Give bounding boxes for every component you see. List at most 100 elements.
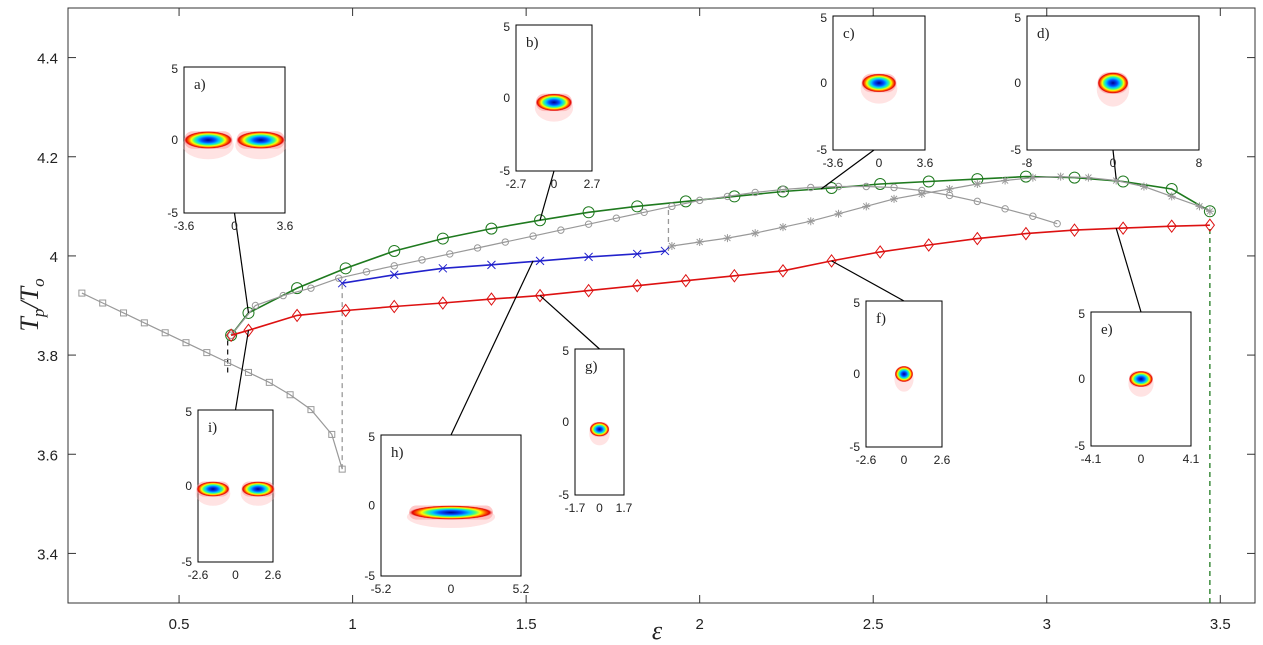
inset-x-tick: 4.1 (1183, 452, 1200, 466)
data-point (338, 465, 346, 473)
inset-h: h) 5 0 -5-5.2 0 5.2 (364, 430, 529, 596)
data-point (778, 223, 787, 232)
inset-y-tick: -5 (849, 440, 860, 454)
data-point (923, 238, 934, 252)
inset-y-tick: -5 (364, 569, 375, 583)
data-point (660, 246, 670, 256)
data-point (1084, 173, 1093, 182)
data-point (1001, 205, 1009, 213)
inset-y-tick: 0 (503, 91, 510, 105)
data-point (1028, 173, 1037, 182)
data-point (612, 214, 621, 222)
inset-x-tick: 1.7 (616, 501, 633, 515)
data-point (917, 189, 926, 198)
data-point (389, 270, 399, 280)
density-blob (535, 93, 573, 112)
inset-label: f) (876, 311, 886, 327)
inset-connector-h (450, 260, 534, 436)
data-point (584, 220, 593, 228)
x-tick-label: 0.5 (169, 616, 190, 633)
data-point (751, 188, 759, 197)
data-point (972, 231, 983, 246)
y-axis-label: Tp/To (15, 278, 48, 331)
x-tick-label: 2 (696, 616, 704, 633)
data-point (307, 406, 315, 414)
data-point (362, 268, 371, 276)
inset-y-tick: 5 (185, 405, 192, 419)
inset-y-tick: -5 (1074, 439, 1085, 453)
data-point (291, 308, 303, 323)
data-point (1166, 219, 1177, 234)
density-blob (1129, 370, 1153, 388)
data-point (723, 234, 732, 243)
data-point (695, 238, 704, 247)
inset-connector-c (820, 149, 875, 190)
data-point (1117, 221, 1129, 235)
data-point (1020, 226, 1032, 241)
inset-x-tick: 0 (551, 177, 558, 191)
density-blob (589, 422, 610, 437)
y-tick-label: 4.4 (37, 51, 58, 68)
inset-x-tick: -2.6 (188, 568, 209, 582)
inset-connector-b (539, 170, 555, 221)
inset-x-tick: 2.6 (265, 568, 282, 582)
data-point (436, 232, 449, 245)
y-label-t: T (15, 316, 44, 332)
data-point (729, 268, 740, 283)
series-5 (78, 289, 346, 473)
data-point (631, 200, 644, 213)
data-point (583, 283, 594, 298)
data-point (340, 303, 351, 318)
data-point (779, 185, 787, 194)
data-point (680, 273, 691, 288)
data-point (534, 288, 546, 303)
inset-d: d) 5 0 -5-8 0 8 (1010, 11, 1202, 170)
inset-label: d) (1037, 26, 1050, 42)
inset-y-tick: 5 (820, 11, 827, 25)
data-point (339, 262, 352, 275)
inset-y-tick: 5 (503, 20, 510, 34)
data-point (582, 206, 595, 219)
inset-f: f) 5 0 -5-2.6 0 2.6 (849, 296, 950, 467)
data-point (203, 349, 211, 357)
x-tick-label: 1.5 (516, 616, 537, 633)
inset-x-tick: 0 (231, 219, 238, 233)
data-point (307, 284, 315, 292)
data-point (446, 250, 454, 258)
inset-x-tick: -5.2 (371, 582, 392, 596)
data-point (890, 183, 898, 192)
data-point (487, 260, 496, 270)
inset-b: b) 5 0 -5-2.7 0 2.7 (499, 20, 600, 191)
data-point (695, 196, 704, 205)
x-tick-label: 1 (348, 616, 356, 633)
density-blob (894, 365, 914, 383)
data-point (390, 262, 398, 270)
data-point (437, 296, 448, 310)
data-point (1112, 176, 1121, 185)
x-tick-label: 2.5 (863, 616, 884, 633)
series-layer (78, 170, 1216, 473)
data-point (973, 180, 982, 189)
y-tick-label: 3.6 (37, 447, 58, 464)
inset-g: g) 5 0 -5-1.7 0 1.7 (558, 344, 632, 515)
inset-connector-a (233, 212, 250, 314)
data-point (1195, 202, 1204, 211)
inset-x-tick: -2.7 (506, 177, 527, 191)
inset-y-tick: 5 (171, 62, 178, 76)
data-point (875, 245, 886, 259)
inset-label: b) (526, 35, 539, 51)
data-point (751, 229, 760, 238)
data-point (1056, 172, 1065, 181)
data-point (777, 263, 789, 278)
inset-x-tick: 0 (596, 501, 603, 515)
inset-y-tick: 0 (820, 76, 827, 90)
data-point (486, 292, 497, 306)
y-tick-label: 3.4 (37, 546, 58, 563)
inset-y-tick: 5 (853, 296, 860, 310)
data-point (723, 192, 732, 201)
inset-y-tick: -5 (1010, 143, 1021, 157)
svg-text:Tp/To: Tp/To (15, 278, 48, 331)
data-point (120, 309, 128, 317)
data-point (1053, 219, 1061, 228)
